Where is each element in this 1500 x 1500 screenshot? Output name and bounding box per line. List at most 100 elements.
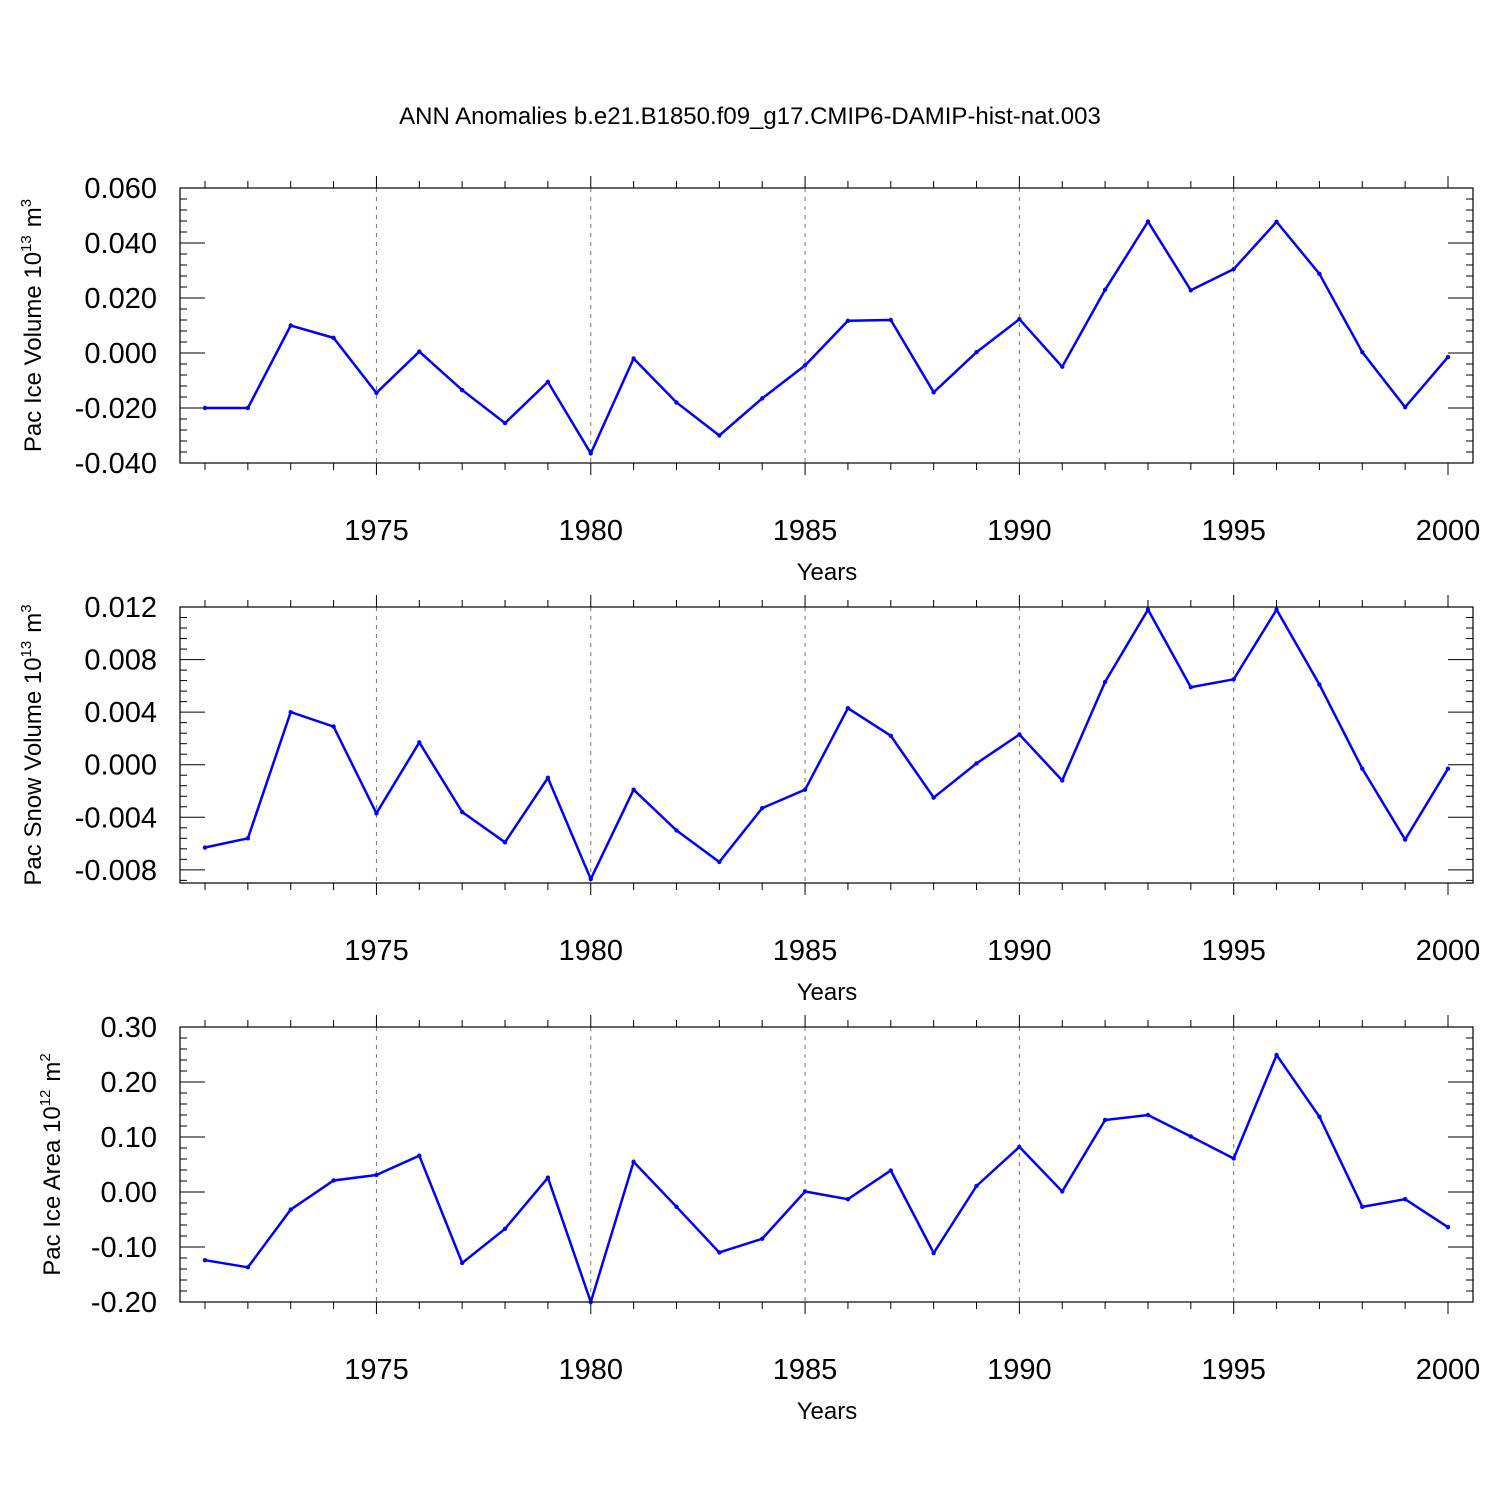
y-tick-label: -0.004 (75, 802, 157, 834)
data-point (1060, 364, 1065, 369)
x-tick-label: 1980 (559, 515, 624, 547)
data-point (1188, 684, 1194, 690)
y-tick-label: 0.060 (84, 173, 157, 205)
data-point (1445, 354, 1451, 360)
data-point (888, 317, 893, 323)
panel-ice-volume: -0.040 -0.020 0.000 0.020 0.040 0.060 1975 1980… (18, 173, 1480, 586)
data-point (931, 1250, 936, 1256)
data-point (1060, 778, 1065, 783)
data-point (802, 787, 808, 792)
data-point (888, 733, 893, 738)
y-tick-label: -0.040 (75, 448, 157, 480)
y-tick-label: 0.10 (101, 1122, 157, 1154)
data-point (502, 1226, 508, 1232)
data-point (888, 1168, 893, 1173)
data-point (1188, 1134, 1194, 1139)
plot-frame (179, 606, 1474, 884)
data-point (1274, 219, 1279, 225)
data-point (931, 795, 936, 800)
y-axis-label-ylabel-main: Pac Ice Volume 10 (20, 252, 47, 452)
data-point (331, 724, 336, 729)
y-tick-label: 0.000 (84, 338, 157, 370)
y-axis-label-ylabel-unit: m (39, 1062, 66, 1082)
data-point (1102, 1117, 1108, 1123)
data-point (631, 1159, 636, 1164)
y-tick-label: -0.20 (91, 1287, 157, 1319)
x-tick-label: 1995 (1201, 1354, 1266, 1386)
y-tick-label: 0.012 (84, 592, 157, 624)
x-tick-label: 1980 (559, 1354, 624, 1386)
data-point (631, 787, 636, 792)
x-tick-label: 1995 (1201, 515, 1266, 547)
data-point (1060, 1189, 1065, 1194)
data-point (1402, 837, 1408, 842)
x-tick-label: 1975 (344, 935, 409, 967)
data-point (1274, 1052, 1279, 1058)
data-point (245, 836, 251, 841)
series-line (204, 1052, 1449, 1307)
data-point (974, 349, 979, 355)
data-point (202, 1258, 208, 1263)
y-axis-label-ylabel-sup: 13 (18, 641, 35, 658)
y-axis-label-ylabel-unit-sup: 2 (37, 1053, 54, 1061)
data-point (1145, 1112, 1151, 1118)
data-point (1231, 677, 1236, 682)
y-tick-label: 0.040 (84, 228, 157, 260)
y-axis-label-ylabel-unit-sup: 3 (18, 199, 35, 207)
y-tick-label: -0.10 (91, 1232, 157, 1264)
data-point (974, 1183, 979, 1189)
plot-frame (179, 187, 1474, 464)
y-axis-label-ylabel-sup: 12 (37, 1090, 54, 1107)
data-point (202, 405, 208, 411)
data-point (1102, 679, 1108, 685)
series-line (204, 607, 1450, 883)
x-tick-label: 1990 (987, 515, 1052, 547)
data-point (1274, 607, 1279, 612)
data-point (1017, 1144, 1022, 1150)
data-point (417, 740, 422, 745)
data-point (202, 845, 208, 850)
y-tick-label: 0.30 (101, 1012, 157, 1044)
y-axis-label-ylabel-unit: m (20, 613, 47, 633)
data-point (288, 709, 293, 715)
data-point (588, 451, 593, 456)
data-point (545, 379, 551, 385)
data-point (717, 433, 722, 438)
data-point (717, 1250, 722, 1255)
data-point (1231, 266, 1236, 272)
data-point (1360, 766, 1365, 771)
x-tick-label: 1990 (987, 935, 1052, 967)
y-tick-label: 0.008 (84, 645, 157, 677)
data-point (1402, 404, 1408, 410)
data-point (288, 323, 293, 328)
x-tick-label: 1975 (344, 515, 409, 547)
data-point (1360, 1204, 1365, 1210)
x-tick-label: 2000 (1416, 935, 1481, 967)
data-point (1145, 607, 1151, 612)
data-point (331, 1178, 336, 1183)
x-tick-label: 1995 (1201, 935, 1266, 967)
data-point (631, 356, 636, 361)
x-tick-label: 1985 (773, 1354, 838, 1386)
panel-ice-area: -0.20 -0.10 0.00 0.10 0.20 0.30 1975 1980 1985 19… (37, 1012, 1480, 1425)
data-point (1402, 1196, 1408, 1202)
data-point (674, 400, 679, 405)
data-point (588, 876, 593, 882)
data-point (545, 1175, 551, 1180)
data-point (459, 809, 465, 815)
y-axis-label-ylabel-unit-sup: 3 (18, 604, 35, 612)
data-point (245, 405, 251, 411)
data-point (417, 349, 422, 354)
y-axis-label: Pac Snow Volume 1013 m3 (18, 604, 47, 885)
y-tick-label: 0.00 (101, 1177, 157, 1209)
data-point (1102, 287, 1108, 292)
plot-frame (179, 1026, 1474, 1303)
data-point (1317, 1114, 1322, 1119)
x-tick-label: 2000 (1416, 515, 1481, 547)
y-axis-label-ylabel-main: Pac Ice Area 10 (39, 1106, 66, 1275)
data-point (502, 420, 508, 426)
data-point (845, 1196, 851, 1202)
data-point (459, 387, 465, 393)
data-point (845, 706, 851, 711)
